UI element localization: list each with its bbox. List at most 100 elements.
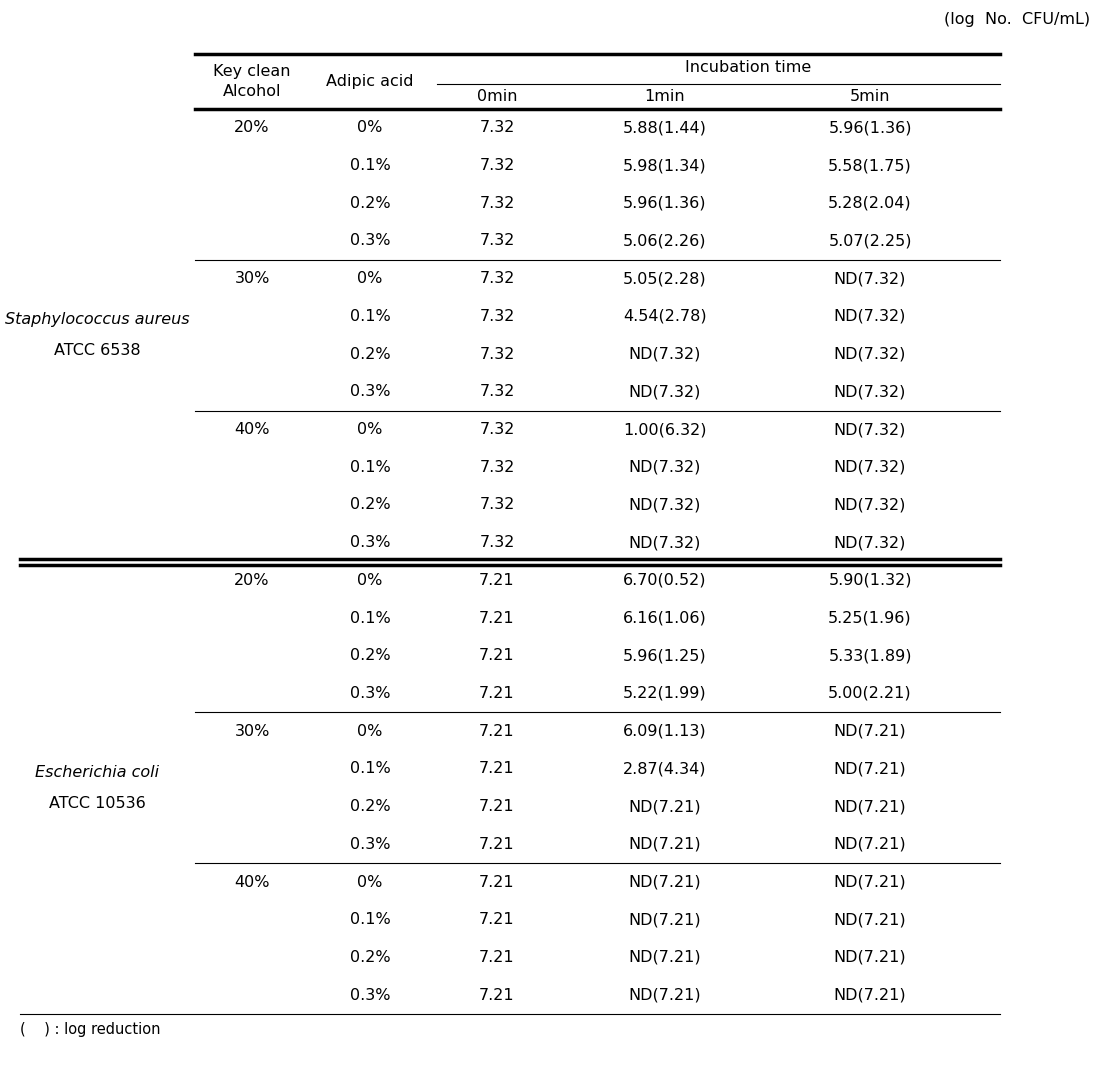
Text: 20%: 20% xyxy=(234,572,270,587)
Text: 0.1%: 0.1% xyxy=(349,309,390,324)
Text: ND(7.21): ND(7.21) xyxy=(834,949,906,964)
Text: (    ) : log reduction: ( ) : log reduction xyxy=(20,1022,160,1037)
Text: 5.33(1.89): 5.33(1.89) xyxy=(828,649,911,664)
Text: 5.07(2.25): 5.07(2.25) xyxy=(828,233,911,248)
Text: ATCC 6538: ATCC 6538 xyxy=(54,344,140,359)
Text: 7.32: 7.32 xyxy=(479,272,514,286)
Text: 1min: 1min xyxy=(645,89,686,104)
Text: Key clean
Alcohol: Key clean Alcohol xyxy=(213,64,291,99)
Text: 0.3%: 0.3% xyxy=(349,988,390,1003)
Text: 5.96(1.36): 5.96(1.36) xyxy=(828,120,911,135)
Text: 0.2%: 0.2% xyxy=(349,649,390,664)
Text: 5.25(1.96): 5.25(1.96) xyxy=(828,610,911,625)
Text: ND(7.32): ND(7.32) xyxy=(834,384,906,400)
Text: 0.3%: 0.3% xyxy=(349,686,390,701)
Text: 0.1%: 0.1% xyxy=(349,761,390,777)
Text: ND(7.32): ND(7.32) xyxy=(629,384,701,400)
Text: 30%: 30% xyxy=(234,272,270,286)
Text: ND(7.21): ND(7.21) xyxy=(628,837,701,852)
Text: 1.00(6.32): 1.00(6.32) xyxy=(624,422,707,437)
Text: 7.32: 7.32 xyxy=(479,309,514,324)
Text: 5.00(2.21): 5.00(2.21) xyxy=(828,686,911,701)
Text: 7.21: 7.21 xyxy=(479,610,514,625)
Text: 7.21: 7.21 xyxy=(479,572,514,587)
Text: 6.70(0.52): 6.70(0.52) xyxy=(624,572,707,587)
Text: 7.21: 7.21 xyxy=(479,988,514,1003)
Text: 5.58(1.75): 5.58(1.75) xyxy=(828,158,911,173)
Text: ND(7.32): ND(7.32) xyxy=(629,535,701,550)
Text: 0.1%: 0.1% xyxy=(349,610,390,625)
Text: 5.88(1.44): 5.88(1.44) xyxy=(623,120,707,135)
Text: ND(7.32): ND(7.32) xyxy=(834,309,906,324)
Text: 7.32: 7.32 xyxy=(479,120,514,135)
Text: 7.32: 7.32 xyxy=(479,422,514,437)
Text: ATCC 10536: ATCC 10536 xyxy=(49,796,145,811)
Text: ND(7.21): ND(7.21) xyxy=(628,874,701,889)
Text: 0%: 0% xyxy=(357,272,383,286)
Text: Adipic acid: Adipic acid xyxy=(326,74,414,89)
Text: 7.32: 7.32 xyxy=(479,158,514,173)
Text: 7.32: 7.32 xyxy=(479,497,514,512)
Text: 7.21: 7.21 xyxy=(479,724,514,739)
Text: 5.05(2.28): 5.05(2.28) xyxy=(623,272,707,286)
Text: 0.3%: 0.3% xyxy=(349,233,390,248)
Text: 0.2%: 0.2% xyxy=(349,195,390,211)
Text: 7.21: 7.21 xyxy=(479,649,514,664)
Text: 7.32: 7.32 xyxy=(479,535,514,550)
Text: 7.32: 7.32 xyxy=(479,195,514,211)
Text: Staphylococcus aureus: Staphylococcus aureus xyxy=(4,313,189,328)
Text: 5.06(2.26): 5.06(2.26) xyxy=(624,233,707,248)
Text: 7.32: 7.32 xyxy=(479,384,514,400)
Text: 7.21: 7.21 xyxy=(479,686,514,701)
Text: 5.22(1.99): 5.22(1.99) xyxy=(623,686,707,701)
Text: 0.1%: 0.1% xyxy=(349,158,390,173)
Text: ND(7.21): ND(7.21) xyxy=(628,799,701,814)
Text: ND(7.21): ND(7.21) xyxy=(628,912,701,927)
Text: 7.32: 7.32 xyxy=(479,233,514,248)
Text: ND(7.21): ND(7.21) xyxy=(834,874,906,889)
Text: 6.09(1.13): 6.09(1.13) xyxy=(623,724,707,739)
Text: 0.1%: 0.1% xyxy=(349,460,390,475)
Text: 5.98(1.34): 5.98(1.34) xyxy=(623,158,707,173)
Text: 5.90(1.32): 5.90(1.32) xyxy=(828,572,911,587)
Text: 0.1%: 0.1% xyxy=(349,912,390,927)
Text: Escherichia coli: Escherichia coli xyxy=(35,765,159,780)
Text: 40%: 40% xyxy=(234,874,270,889)
Text: 7.21: 7.21 xyxy=(479,799,514,814)
Text: ND(7.32): ND(7.32) xyxy=(834,422,906,437)
Text: 5.96(1.25): 5.96(1.25) xyxy=(623,649,707,664)
Text: 7.21: 7.21 xyxy=(479,761,514,777)
Text: ND(7.32): ND(7.32) xyxy=(834,497,906,512)
Text: 0.2%: 0.2% xyxy=(349,347,390,362)
Text: 0.2%: 0.2% xyxy=(349,949,390,964)
Text: 0.3%: 0.3% xyxy=(349,837,390,852)
Text: ND(7.21): ND(7.21) xyxy=(834,912,906,927)
Text: 0.3%: 0.3% xyxy=(349,535,390,550)
Text: ND(7.32): ND(7.32) xyxy=(834,272,906,286)
Text: 0%: 0% xyxy=(357,572,383,587)
Text: 5.28(2.04): 5.28(2.04) xyxy=(828,195,911,211)
Text: ND(7.21): ND(7.21) xyxy=(834,837,906,852)
Text: ND(7.21): ND(7.21) xyxy=(834,724,906,739)
Text: 7.32: 7.32 xyxy=(479,460,514,475)
Text: ND(7.21): ND(7.21) xyxy=(834,988,906,1003)
Text: (log  No.  CFU/mL): (log No. CFU/mL) xyxy=(943,12,1091,27)
Text: 0%: 0% xyxy=(357,422,383,437)
Text: ND(7.21): ND(7.21) xyxy=(834,799,906,814)
Text: ND(7.21): ND(7.21) xyxy=(834,761,906,777)
Text: 5.96(1.36): 5.96(1.36) xyxy=(624,195,707,211)
Text: 2.87(4.34): 2.87(4.34) xyxy=(624,761,707,777)
Text: 7.21: 7.21 xyxy=(479,912,514,927)
Text: 7.21: 7.21 xyxy=(479,949,514,964)
Text: 30%: 30% xyxy=(234,724,270,739)
Text: ND(7.32): ND(7.32) xyxy=(629,460,701,475)
Text: 20%: 20% xyxy=(234,120,270,135)
Text: ND(7.32): ND(7.32) xyxy=(834,535,906,550)
Text: ND(7.32): ND(7.32) xyxy=(834,347,906,362)
Text: ND(7.32): ND(7.32) xyxy=(629,347,701,362)
Text: 0%: 0% xyxy=(357,724,383,739)
Text: 5min: 5min xyxy=(849,89,890,104)
Text: 0%: 0% xyxy=(357,120,383,135)
Text: 6.16(1.06): 6.16(1.06) xyxy=(623,610,707,625)
Text: ND(7.21): ND(7.21) xyxy=(628,949,701,964)
